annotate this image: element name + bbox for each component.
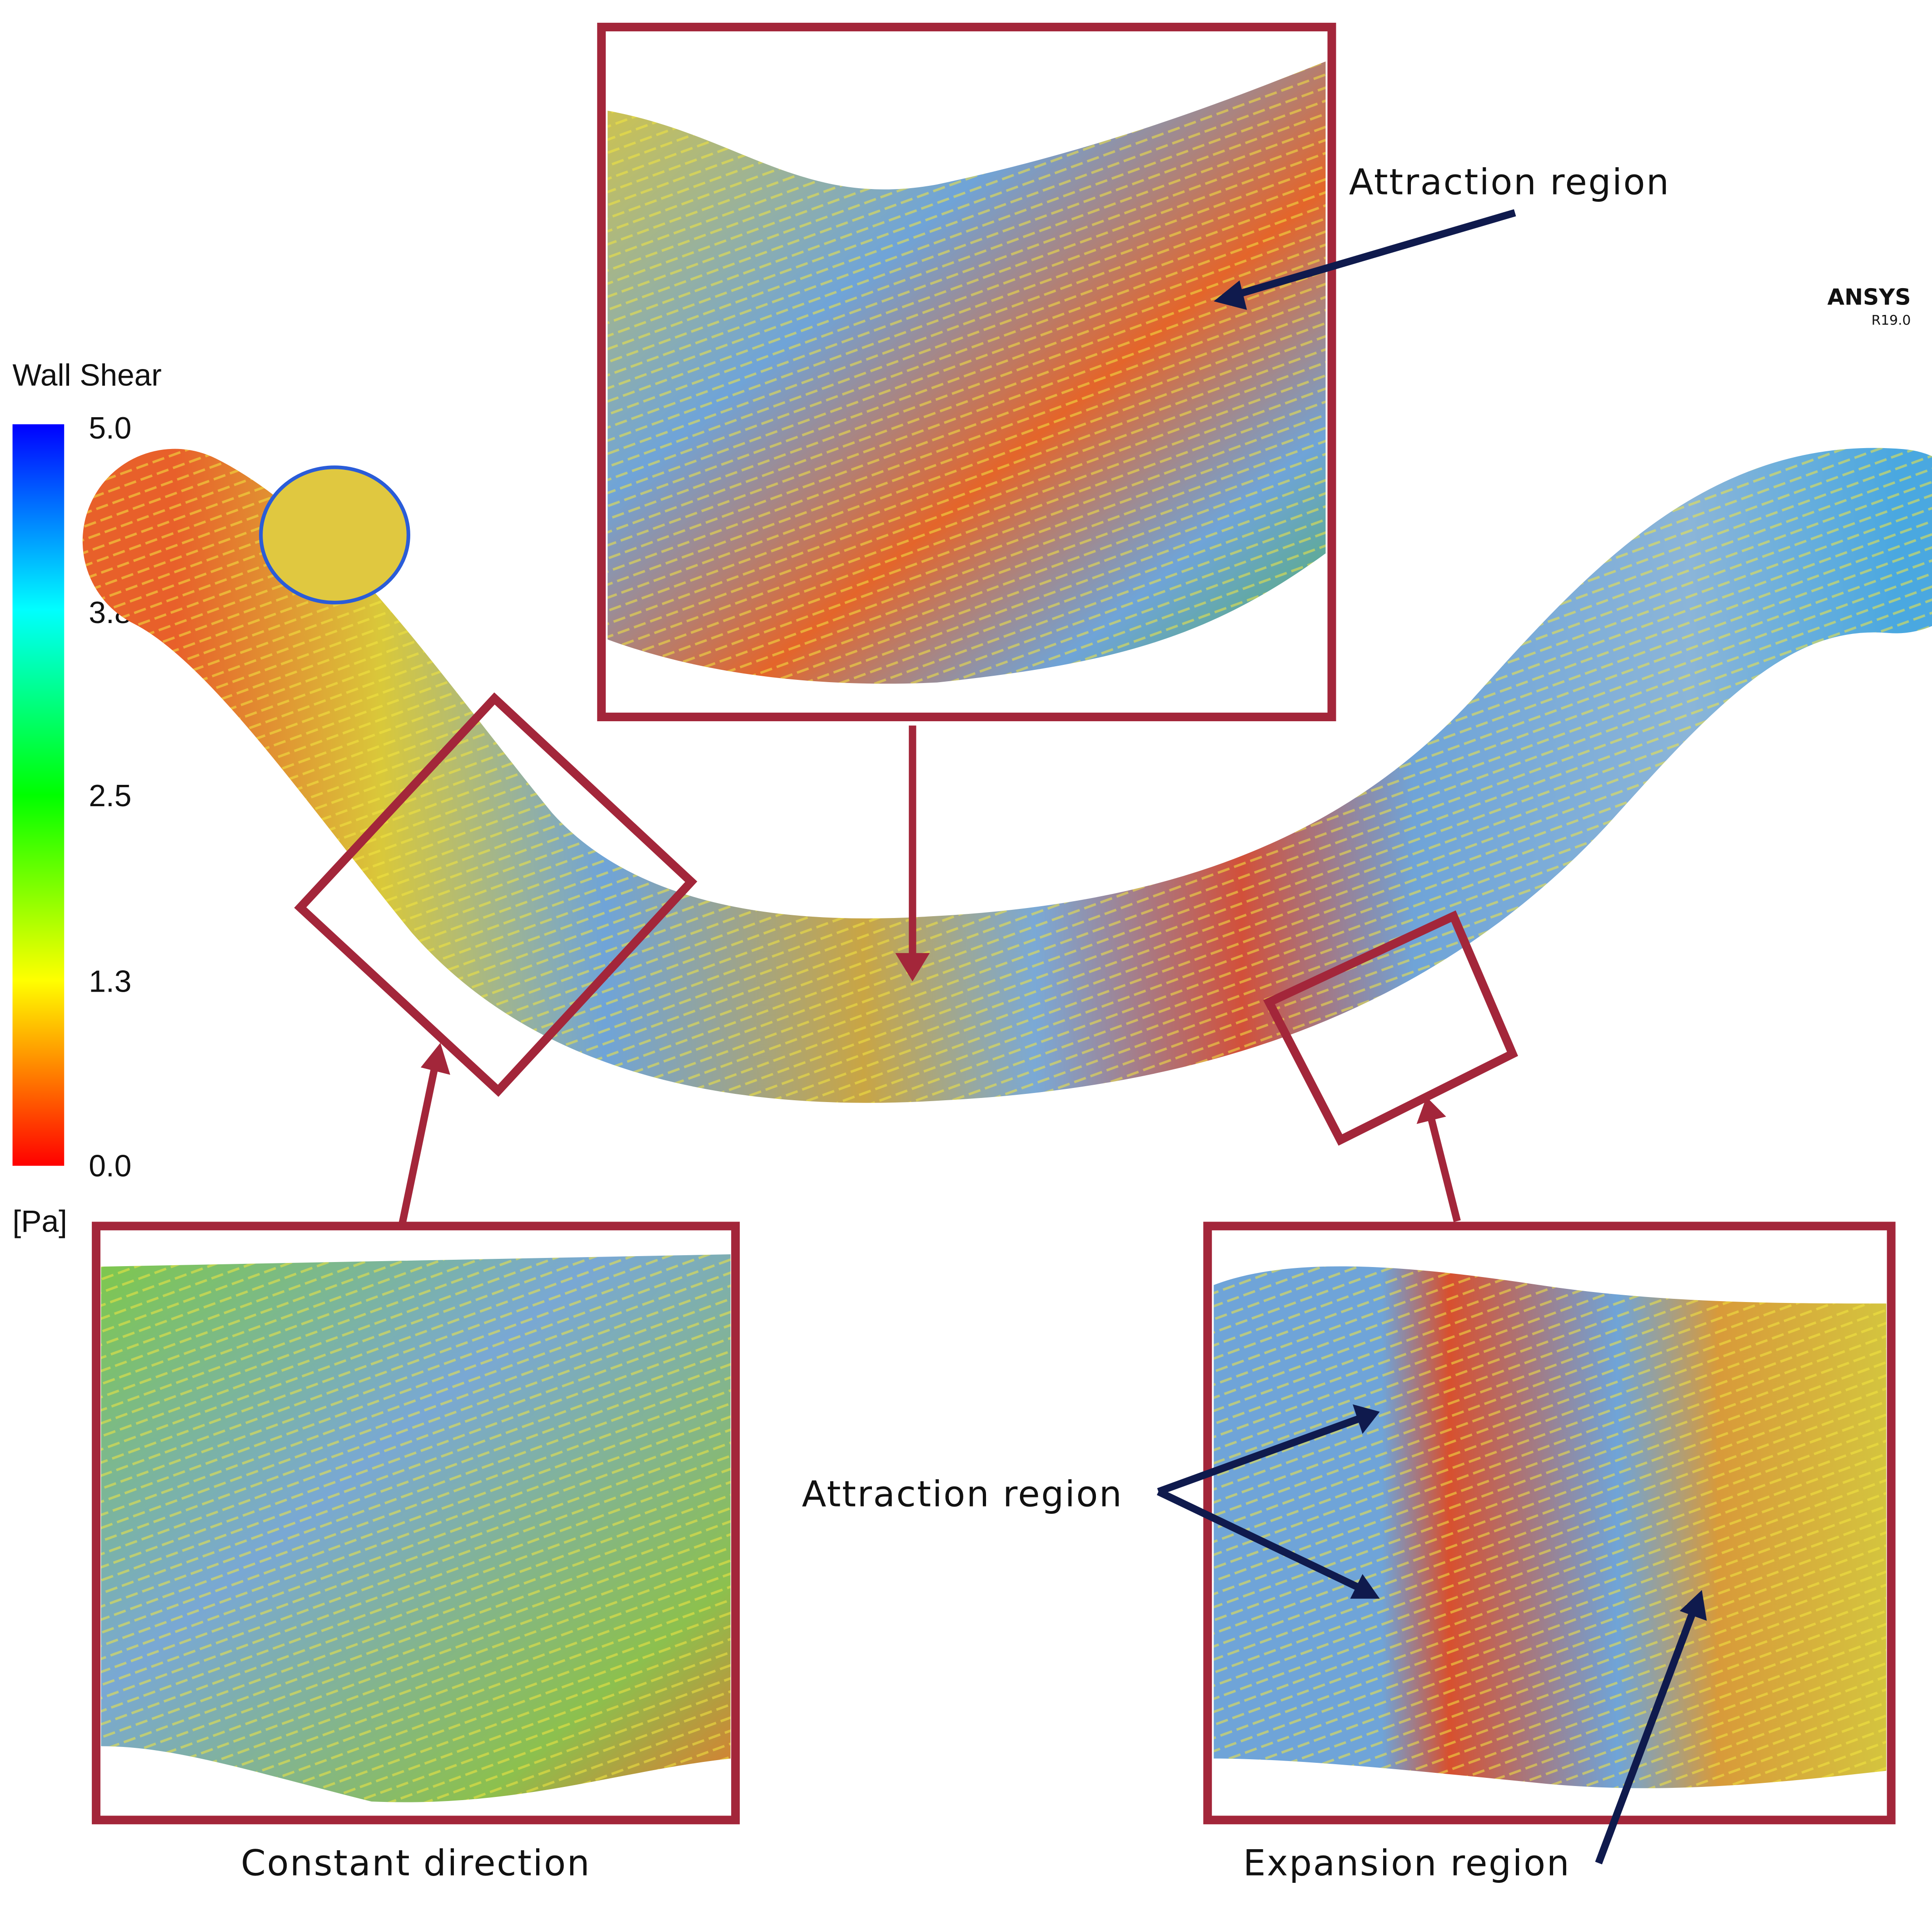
- callout: Constant direction: [241, 1842, 591, 1884]
- colorbar: [12, 424, 65, 1166]
- annotation-arrows: [1156, 209, 1707, 1865]
- region-frame: [294, 692, 697, 1097]
- inset-frame: [1203, 1222, 1896, 1825]
- callout: Attraction region: [1349, 161, 1670, 203]
- colorbar-unit: [Pa]: [13, 1204, 67, 1238]
- inset-frame: [92, 1222, 740, 1825]
- software-name: ANSYS: [1827, 285, 1911, 310]
- inset-frame: [597, 23, 1336, 722]
- inset-top-texture: [607, 61, 1326, 684]
- region-frame: [1263, 910, 1519, 1146]
- colorbar-title: Wall Shear: [13, 359, 162, 393]
- colorbar-tick: 0.0: [89, 1149, 131, 1183]
- callout: Expansion region: [1243, 1842, 1570, 1884]
- software-version: R19.0: [1872, 313, 1911, 329]
- colorbar-tick: 1.3: [89, 965, 131, 999]
- vessel-inlet: [259, 465, 410, 604]
- colorbar-tick: 2.5: [89, 779, 131, 813]
- connector-arrows: [398, 725, 1461, 1225]
- inset-left-texture: [101, 1254, 731, 1802]
- callout: Attraction region: [802, 1473, 1123, 1515]
- inset-right-texture: [1214, 1266, 1887, 1788]
- colorbar-tick: 5.0: [89, 411, 131, 445]
- vessel-texture: [82, 448, 1932, 1103]
